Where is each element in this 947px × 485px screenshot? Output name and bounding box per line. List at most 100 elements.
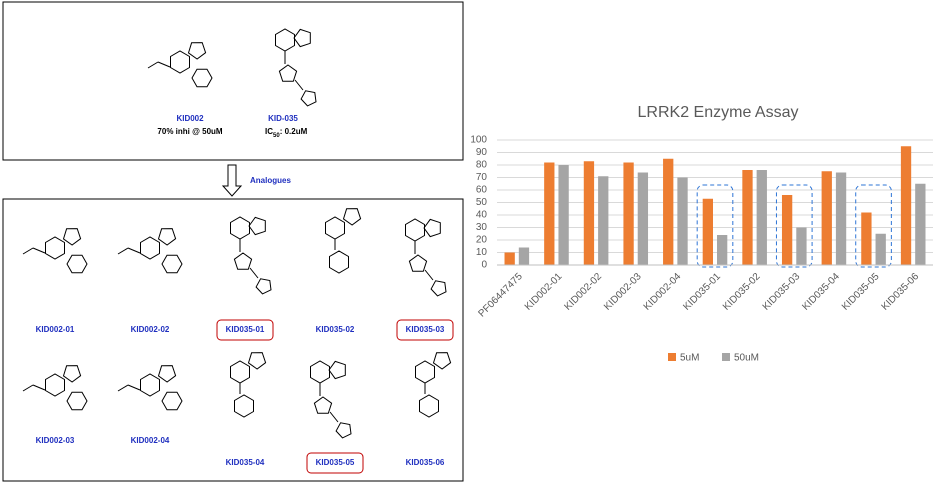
x-tick-label: KID035-04	[800, 271, 842, 313]
ring	[140, 373, 160, 397]
y-tick-label: 20	[476, 235, 488, 246]
bar	[583, 161, 595, 265]
bond	[117, 247, 129, 255]
ring	[278, 64, 298, 82]
note-sub: 50	[273, 133, 280, 139]
ring	[432, 352, 452, 370]
lead-name: KID-035	[268, 114, 298, 123]
bar	[756, 170, 767, 265]
bond	[157, 61, 171, 68]
bond	[249, 267, 259, 279]
y-tick-label: 50	[476, 197, 488, 208]
compound-label: KID002-03	[36, 436, 75, 445]
ring	[430, 280, 447, 297]
ring	[157, 228, 177, 246]
x-tick-label: KID002-03	[602, 271, 644, 313]
bond	[424, 269, 434, 281]
lead-box	[2, 1, 464, 161]
bar	[663, 158, 674, 265]
ring	[408, 254, 428, 272]
ring	[62, 365, 82, 383]
bar	[861, 212, 872, 265]
ring	[161, 391, 183, 411]
ring	[423, 218, 441, 238]
bond	[22, 384, 34, 392]
bar	[875, 233, 886, 265]
ring	[45, 236, 65, 260]
ring	[45, 373, 65, 397]
bond	[22, 247, 34, 255]
y-tick-label: 70	[476, 172, 488, 183]
x-tick-label: KID035-06	[880, 271, 922, 313]
ring	[247, 352, 267, 370]
lead-note: IC50: 0.2uM	[265, 127, 308, 138]
ring	[161, 254, 183, 274]
x-tick-label: KID035-03	[761, 271, 803, 313]
bar	[544, 162, 555, 265]
ring	[255, 278, 272, 295]
note-part: : 0.2uM	[280, 127, 308, 136]
legend-swatch	[722, 353, 730, 361]
ring	[328, 360, 346, 380]
chart-title: LRRK2 Enzyme Assay	[638, 104, 799, 121]
bar	[637, 172, 649, 265]
ring	[300, 90, 317, 107]
ring	[325, 216, 345, 240]
lead-name: KID002	[176, 114, 204, 123]
compound-label: KID035-04	[226, 458, 265, 467]
ring	[157, 365, 177, 383]
bar	[558, 165, 569, 265]
y-tick-label: 100	[470, 135, 487, 146]
ring	[310, 360, 330, 384]
bar	[677, 177, 688, 265]
ring	[293, 28, 311, 48]
x-tick-label: KID002-02	[562, 271, 604, 313]
y-tick-label: 30	[476, 222, 488, 233]
highlight-box	[396, 319, 454, 341]
ring	[313, 396, 333, 414]
highlight-box	[216, 319, 274, 341]
ring	[62, 228, 82, 246]
ring	[248, 216, 266, 236]
y-tick-label: 40	[476, 210, 488, 221]
bar	[702, 198, 713, 265]
ring	[234, 394, 254, 418]
compound-label: KID035-06	[406, 458, 445, 467]
ring	[230, 216, 250, 240]
ring	[342, 208, 362, 226]
ring	[170, 50, 190, 74]
legend-label: 5uM	[680, 353, 699, 364]
down-arrow	[221, 164, 243, 197]
bar	[781, 195, 793, 265]
compound-label: KID002-02	[131, 325, 170, 334]
compound-label: KID035-05	[316, 458, 355, 467]
ring	[275, 28, 295, 52]
y-tick-label: 90	[476, 147, 488, 158]
y-tick-label: 80	[476, 160, 488, 171]
y-tick-label: 60	[476, 185, 488, 196]
x-tick-label: KID002-01	[523, 271, 565, 313]
bond	[147, 61, 159, 69]
ring	[66, 391, 88, 411]
ring	[191, 68, 213, 88]
bond	[32, 247, 46, 254]
ring	[335, 422, 352, 439]
bond	[117, 384, 129, 392]
structures	[22, 28, 452, 439]
x-tick-label: KID035-01	[681, 271, 723, 313]
bar	[518, 247, 530, 265]
legend-swatch	[668, 353, 676, 361]
legend-label: 50uM	[734, 353, 759, 364]
compound-label: KID035-01	[226, 325, 265, 334]
compound-label: KID002-04	[131, 436, 170, 445]
x-tick-label: KID035-05	[840, 271, 882, 313]
ring	[140, 236, 160, 260]
bar	[742, 170, 753, 265]
bar	[796, 227, 807, 265]
ring	[187, 42, 207, 60]
bar	[915, 183, 926, 265]
bar	[598, 176, 609, 265]
x-tick-label: KID002-04	[642, 271, 684, 313]
bar	[504, 252, 515, 265]
